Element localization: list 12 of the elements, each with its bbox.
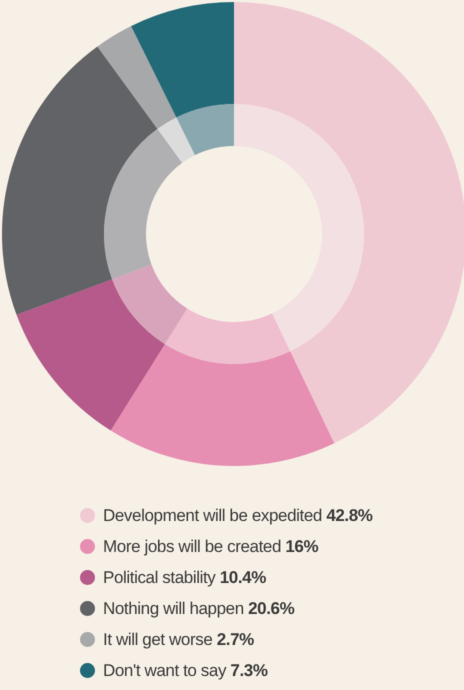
text: 2.7% bbox=[216, 630, 254, 648]
legend-label: It will get worse bbox=[103, 630, 212, 648]
text: 42.8% bbox=[326, 506, 373, 524]
legend-label: Nothing will happen bbox=[103, 598, 244, 618]
legend-label: Development will be expedited bbox=[103, 506, 322, 524]
legend-label: Political stability bbox=[103, 568, 216, 586]
text: 7.3% bbox=[230, 660, 268, 680]
text: 10.4% bbox=[220, 568, 266, 586]
legend-label: Don't want to say bbox=[103, 660, 226, 680]
text: 20.6% bbox=[248, 598, 294, 618]
text: 16% bbox=[285, 536, 318, 556]
legend-label: More jobs will be created bbox=[103, 536, 282, 556]
